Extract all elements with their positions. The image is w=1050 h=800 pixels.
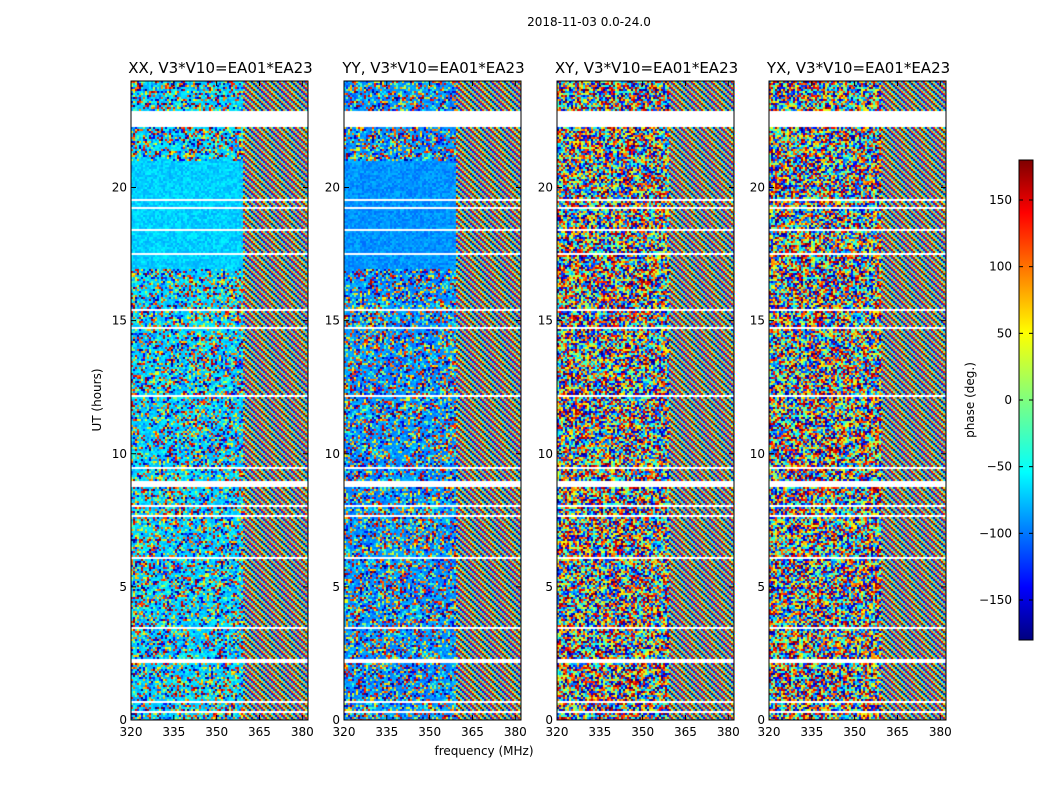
heatmap-image — [769, 81, 946, 720]
x-tick-label: 320 — [333, 725, 356, 739]
y-tick-label: 10 — [325, 447, 340, 461]
y-tick-label: 20 — [750, 181, 765, 195]
colorbar-tick-label: −50 — [987, 460, 1012, 474]
y-tick-label: 5 — [545, 580, 553, 594]
y-tick-label: 15 — [325, 314, 340, 328]
panel-title: XX, V3*V10=EA01*EA23 — [128, 59, 312, 77]
y-tick-label: 15 — [112, 314, 127, 328]
y-tick-label: 0 — [119, 713, 127, 727]
figure-title: 2018-11-03 0.0-24.0 — [527, 15, 651, 29]
colorbar-tick-label: 0 — [1004, 393, 1012, 407]
y-tick-label: 10 — [750, 447, 765, 461]
panel-xy: XY, V3*V10=EA01*EA23 320 335 350 365 380 0 5 10 1… — [538, 59, 740, 739]
plot-frame — [343, 80, 522, 721]
x-tick-label: 320 — [546, 725, 569, 739]
y-tick-label: 20 — [325, 181, 340, 195]
x-tick-label: 350 — [418, 725, 441, 739]
colorbar-tick-label: 50 — [997, 326, 1012, 340]
y-tick-label: 0 — [332, 713, 340, 727]
x-tick-label: 350 — [843, 725, 866, 739]
x-tick-label: 365 — [886, 725, 909, 739]
y-tick-label: 20 — [112, 181, 127, 195]
y-tick-label: 15 — [538, 314, 553, 328]
y-tick-label: 5 — [757, 580, 765, 594]
y-tick-label: 15 — [750, 314, 765, 328]
x-tick-label: 350 — [205, 725, 228, 739]
panel-title: YY, V3*V10=EA01*EA23 — [341, 59, 524, 77]
plot-frame — [768, 80, 947, 721]
x-tick-label: 380 — [929, 725, 952, 739]
colorbar-tick-label: 100 — [989, 260, 1012, 274]
y-tick-label: 0 — [757, 713, 765, 727]
heatmap-image — [557, 81, 734, 720]
colorbar-tick-label: −150 — [979, 593, 1012, 607]
x-tick-label: 380 — [717, 725, 740, 739]
plot-frame — [130, 80, 309, 721]
y-tick-label: 10 — [538, 447, 553, 461]
y-axis-label: UT (hours) — [90, 368, 104, 431]
x-tick-label: 365 — [674, 725, 697, 739]
x-tick-label: 335 — [375, 725, 398, 739]
panels: XX, V3*V10=EA01*EA23 320 335 350 365 380 0 5 10 1… — [112, 59, 952, 739]
plot-frame — [556, 80, 735, 721]
y-tick-label: 5 — [332, 580, 340, 594]
x-tick-label: 365 — [248, 725, 271, 739]
panel-yy: YY, V3*V10=EA01*EA23 320 335 350 365 380 0 5 10 1… — [325, 59, 527, 739]
heatmap-image — [131, 81, 308, 720]
x-axis-label: frequency (MHz) — [434, 744, 533, 758]
y-tick-label: 0 — [545, 713, 553, 727]
panel-title: YX, V3*V10=EA01*EA23 — [766, 59, 950, 77]
x-tick-label: 335 — [800, 725, 823, 739]
colorbar-tick-label: −100 — [979, 526, 1012, 540]
x-tick-label: 380 — [291, 725, 314, 739]
panel-xx: XX, V3*V10=EA01*EA23 320 335 350 365 380 0 5 10 1… — [112, 59, 314, 739]
colorbar-tick-label: 150 — [989, 193, 1012, 207]
colorbar-label: phase (deg.) — [963, 362, 977, 438]
heatmap-image — [344, 81, 521, 720]
panel-yx: YX, V3*V10=EA01*EA23 320 335 350 365 380 0 5 10 1… — [750, 59, 952, 739]
y-tick-label: 10 — [112, 447, 127, 461]
panel-title: XY, V3*V10=EA01*EA23 — [555, 59, 738, 77]
y-tick-label: 20 — [538, 181, 553, 195]
x-tick-label: 350 — [631, 725, 654, 739]
x-tick-label: 380 — [504, 725, 527, 739]
y-tick-label: 5 — [119, 580, 127, 594]
x-tick-label: 320 — [758, 725, 781, 739]
x-tick-label: 335 — [162, 725, 185, 739]
x-tick-label: 335 — [588, 725, 611, 739]
colorbar-ticks: −150 −100 −50 0 50 100 150 — [979, 193, 1033, 607]
x-tick-label: 320 — [120, 725, 143, 739]
x-tick-label: 365 — [461, 725, 484, 739]
colorbar: −150 −100 −50 0 50 100 150 phase (deg.) — [963, 159, 1034, 641]
